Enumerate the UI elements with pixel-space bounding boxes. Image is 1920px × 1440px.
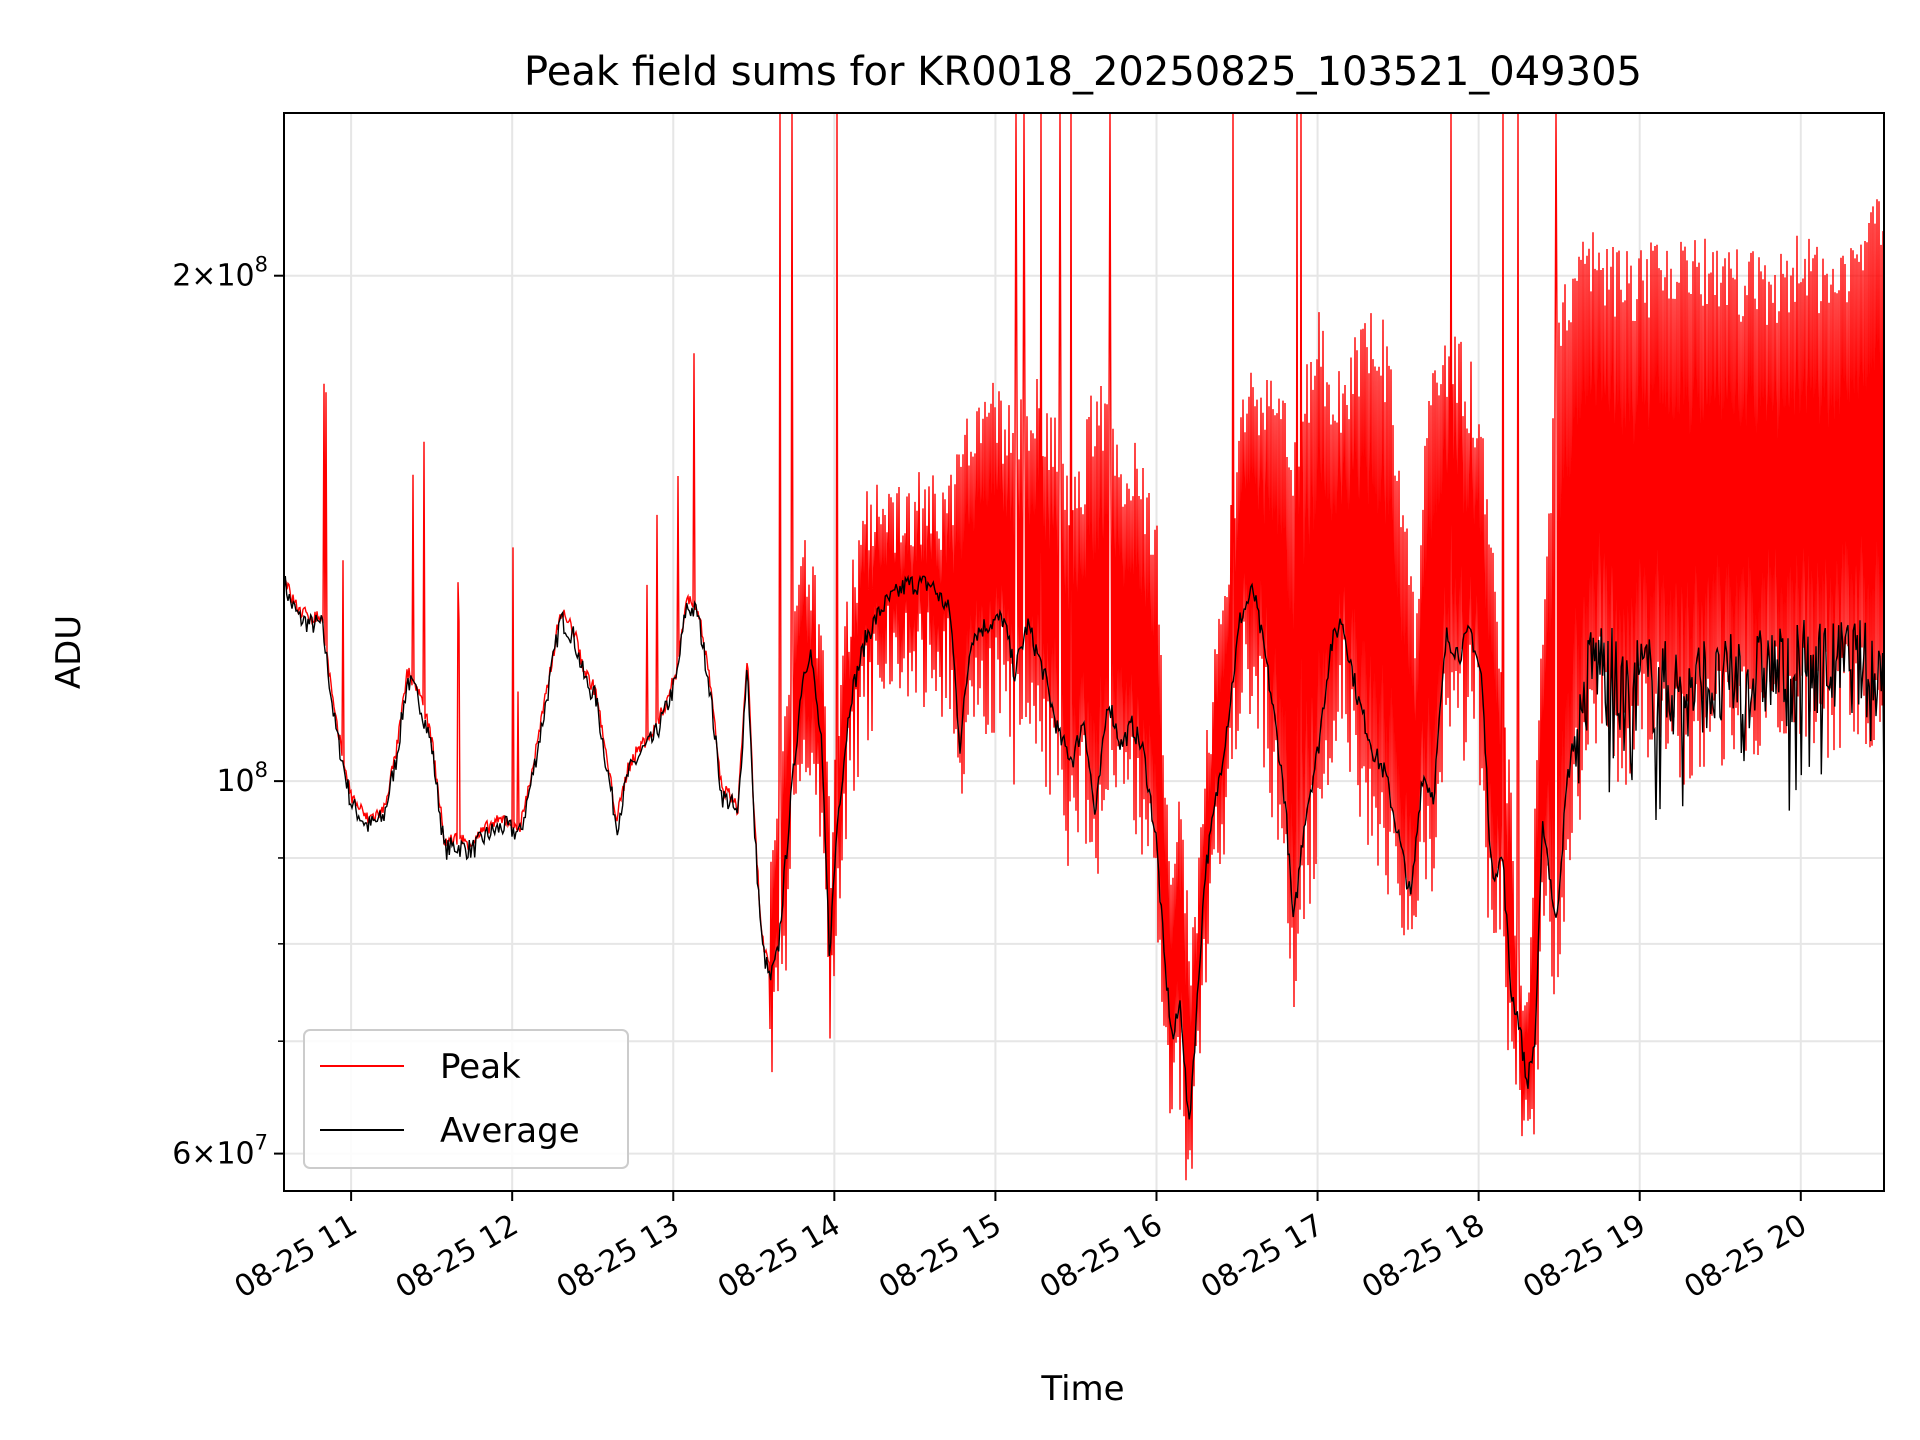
y-tick-label: 2×108	[172, 253, 268, 294]
legend: Peak Average	[303, 1029, 629, 1169]
legend-label-peak: Peak	[440, 1047, 521, 1087]
series-line-average	[283, 574, 1885, 1120]
y-tick-label: 6×107	[172, 1131, 268, 1172]
series-layer	[283, 112, 1885, 1181]
x-axis-label: Time	[1040, 1369, 1124, 1409]
legend-box	[303, 1029, 629, 1169]
chart-title: Peak field sums for KR0018_20250825_1035…	[524, 49, 1642, 95]
plot-area-frame	[283, 112, 1885, 1192]
y-axis-label: ADU	[49, 615, 89, 689]
legend-label-average: Average	[440, 1111, 580, 1151]
